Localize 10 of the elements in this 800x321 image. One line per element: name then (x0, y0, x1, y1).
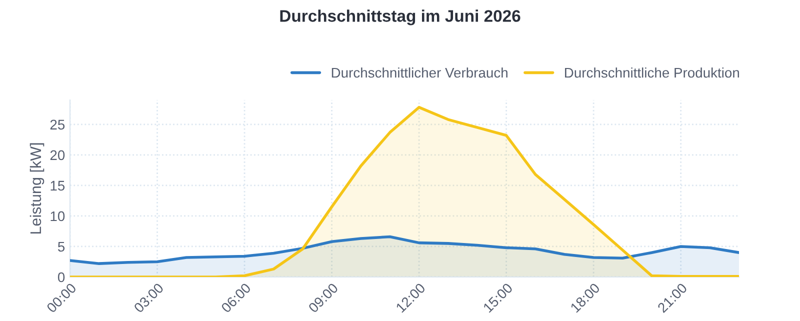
y-tick-label: 25 (50, 120, 65, 130)
chart-title: Durchschnittstag im Juni 2026 (280, 10, 520, 26)
y-tick-label: 10 (50, 211, 65, 222)
y-tick-label: 20 (50, 150, 65, 160)
legend-label: Durchschnittlicher Verbrauch (332, 67, 508, 78)
y-axis-title: Leistung [kW] (30, 143, 44, 234)
y-tick-label: 5 (58, 242, 65, 252)
legend-label: Durchschnittliche Produktion (565, 67, 739, 78)
y-tick-label: 15 (50, 180, 65, 191)
y-tick-label: 0 (58, 272, 65, 282)
